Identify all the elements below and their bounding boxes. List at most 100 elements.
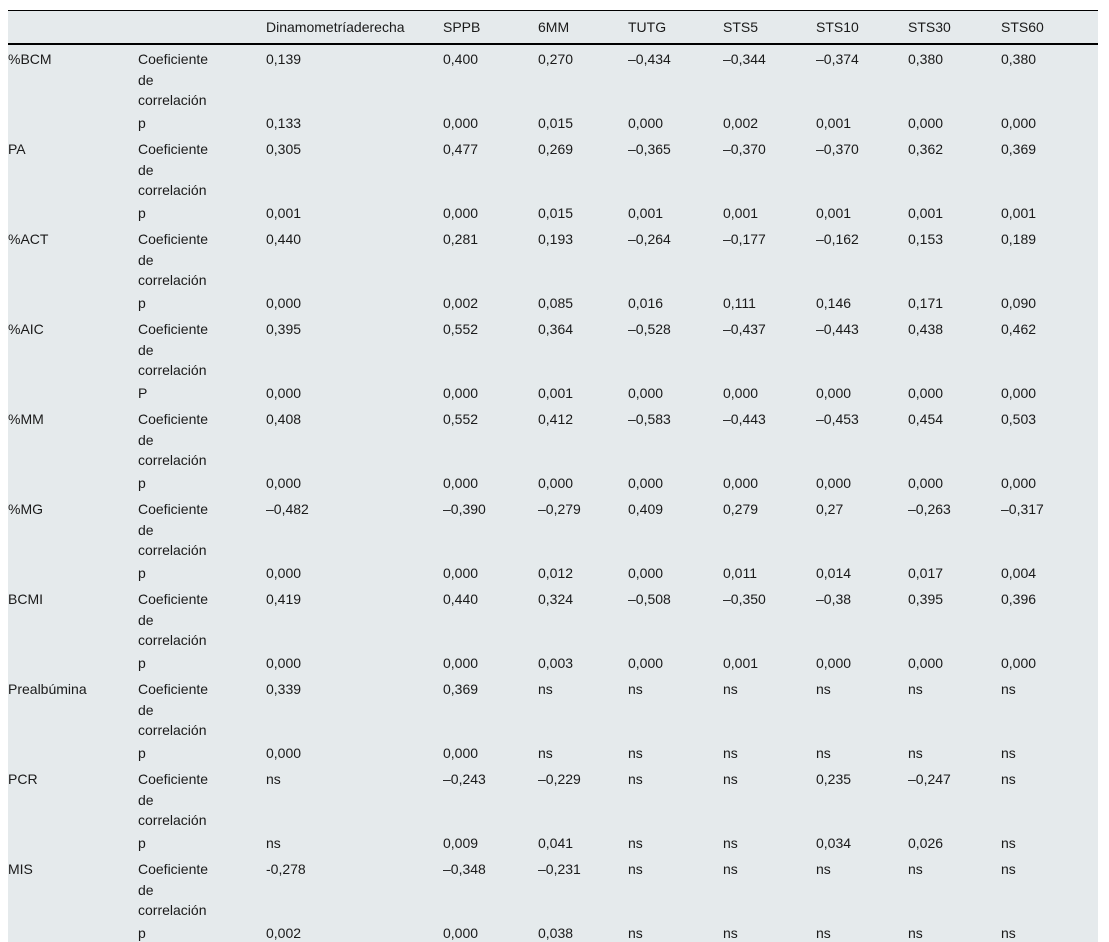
p-value-cell: 0,000 — [266, 655, 302, 671]
p-value-cell: 0,014 — [816, 565, 852, 581]
table-header: Dinamometríaderecha SPPB 6MM TUTG STS5 S… — [8, 10, 1098, 45]
coefficient-value-cell: 0,339 — [266, 681, 302, 697]
p-value-cell: 0,002 — [723, 115, 759, 131]
coefficient-value-cell: –0,263 — [908, 501, 951, 517]
column-header-blank-1 — [8, 10, 138, 45]
coefficient-value-cell: –0,508 — [628, 591, 671, 607]
row-variable-label: %AIC — [8, 321, 44, 337]
coefficient-label: Coeficiente de correlación — [138, 321, 209, 378]
p-value-cell: 0,000 — [443, 565, 479, 581]
row-variable-label: %BCM — [8, 51, 52, 67]
coefficient-value-cell: 0,189 — [1001, 231, 1037, 247]
row-variable-label: PCR — [8, 771, 38, 787]
empty-cell — [8, 293, 138, 315]
coefficient-value-cell: 0,408 — [266, 411, 302, 427]
coefficient-value-cell: 0,454 — [908, 411, 944, 427]
p-value-cell: ns — [723, 925, 738, 941]
p-value-cell: 0,000 — [628, 385, 664, 401]
table-row-coefficient: MIS Coeficiente de correlación -0,278 –0,34… — [8, 855, 1098, 923]
p-value-cell: 0,002 — [266, 925, 302, 941]
p-value-cell: ns — [628, 835, 643, 851]
p-value-cell: 0,000 — [443, 745, 479, 761]
table-row-p-value: p 0,000 0,000 0,012 0,000 0,011 0,014 0,017 0,00… — [8, 563, 1098, 585]
coefficient-label: Coeficiente de correlación — [138, 861, 209, 918]
p-value-cell: 0,000 — [266, 295, 302, 311]
p-value-cell: 0,000 — [628, 475, 664, 491]
coefficient-value-cell: –0,348 — [443, 861, 486, 877]
p-label: p — [138, 655, 146, 671]
p-value-cell: 0,000 — [443, 385, 479, 401]
coefficient-value-cell: 0,324 — [538, 591, 574, 607]
p-value-cell: 0,000 — [266, 385, 302, 401]
coefficient-value-cell: 0,369 — [1001, 141, 1037, 157]
coefficient-value-cell: ns — [723, 861, 738, 877]
column-header-6mm: 6MM — [538, 10, 628, 45]
coefficient-value-cell: 0,400 — [443, 51, 479, 67]
coefficient-value-cell: –0,443 — [816, 321, 859, 337]
table-body: %BCM Coeficiente de correlación 0,139 0,400… — [8, 44, 1098, 942]
coefficient-value-cell: 0,395 — [266, 321, 302, 337]
p-value-cell: 0,001 — [816, 115, 852, 131]
coefficient-label: Coeficiente de correlación — [138, 501, 209, 558]
coefficient-label: Coeficiente de correlación — [138, 771, 209, 828]
p-value-cell: 0,015 — [538, 205, 574, 221]
p-value-cell: 0,000 — [908, 115, 944, 131]
empty-cell — [8, 113, 138, 135]
p-value-cell: 0,133 — [266, 115, 302, 131]
coefficient-value-cell: 0,503 — [1001, 411, 1037, 427]
column-header-sts30: STS30 — [908, 10, 1001, 45]
p-value-cell: 0,016 — [628, 295, 664, 311]
p-value-cell: 0,001 — [1001, 205, 1037, 221]
coefficient-value-cell: –0,279 — [538, 501, 581, 517]
row-variable-label: MIS — [8, 861, 33, 877]
coefficient-value-cell: ns — [723, 681, 738, 697]
p-value-cell: 0,000 — [723, 385, 759, 401]
p-value-cell: ns — [1001, 835, 1016, 851]
coefficient-value-cell: –0,231 — [538, 861, 581, 877]
p-value-cell: 0,041 — [538, 835, 574, 851]
p-label: p — [138, 565, 146, 581]
column-header-tutg: TUTG — [628, 10, 723, 45]
p-label: p — [138, 295, 146, 311]
table-row-p-value: p 0,000 0,002 0,085 0,016 0,111 0,146 0,171 0,09… — [8, 293, 1098, 315]
table-row-p-value: P 0,000 0,000 0,001 0,000 0,000 0,000 0,000 0,00… — [8, 383, 1098, 405]
p-value-cell: 0,000 — [1001, 475, 1037, 491]
coefficient-value-cell: –0,390 — [443, 501, 486, 517]
p-value-cell: 0,000 — [266, 565, 302, 581]
table-row-p-value: p 0,000 0,000 0,000 0,000 0,000 0,000 0,000 0,00… — [8, 473, 1098, 495]
coefficient-value-cell: 0,409 — [628, 501, 664, 517]
row-variable-label: %MG — [8, 501, 43, 517]
p-label: p — [138, 205, 146, 221]
coefficient-value-cell: –0,229 — [538, 771, 581, 787]
coefficient-value-cell: 0,279 — [723, 501, 759, 517]
p-value-cell: 0,000 — [908, 655, 944, 671]
row-variable-label: PA — [8, 141, 26, 157]
table-row-coefficient: %MG Coeficiente de correlación –0,482 –0,39… — [8, 495, 1098, 563]
p-value-cell: 0,001 — [628, 205, 664, 221]
table-row-coefficient: %MM Coeficiente de correlación 0,408 0,552 0… — [8, 405, 1098, 473]
p-value-cell: 0,000 — [443, 205, 479, 221]
coefficient-value-cell: 0,270 — [538, 51, 574, 67]
coefficient-value-cell: ns — [1001, 771, 1016, 787]
p-value-cell: 0,000 — [628, 565, 664, 581]
empty-cell — [8, 833, 138, 855]
coefficient-value-cell: –0,365 — [628, 141, 671, 157]
p-value-cell: 0,000 — [1001, 655, 1037, 671]
p-label: p — [138, 835, 146, 851]
p-value-cell: ns — [266, 835, 281, 851]
p-value-cell: 0,026 — [908, 835, 944, 851]
coefficient-value-cell: 0,369 — [443, 681, 479, 697]
table-row-p-value: p 0,000 0,000 ns ns ns ns ns ns — [8, 743, 1098, 765]
coefficient-value-cell: ns — [628, 861, 643, 877]
p-value-cell: 0,000 — [816, 655, 852, 671]
p-value-cell: 0,111 — [723, 295, 756, 311]
empty-cell — [8, 743, 138, 765]
coefficient-value-cell: 0,235 — [816, 771, 852, 787]
p-value-cell: 0,002 — [443, 295, 479, 311]
coefficient-value-cell: 0,395 — [908, 591, 944, 607]
coefficient-value-cell: -0,278 — [266, 861, 306, 877]
p-value-cell: ns — [1001, 925, 1016, 941]
coefficient-label: Coeficiente de correlación — [138, 411, 209, 468]
column-header-sts10: STS10 — [816, 10, 908, 45]
